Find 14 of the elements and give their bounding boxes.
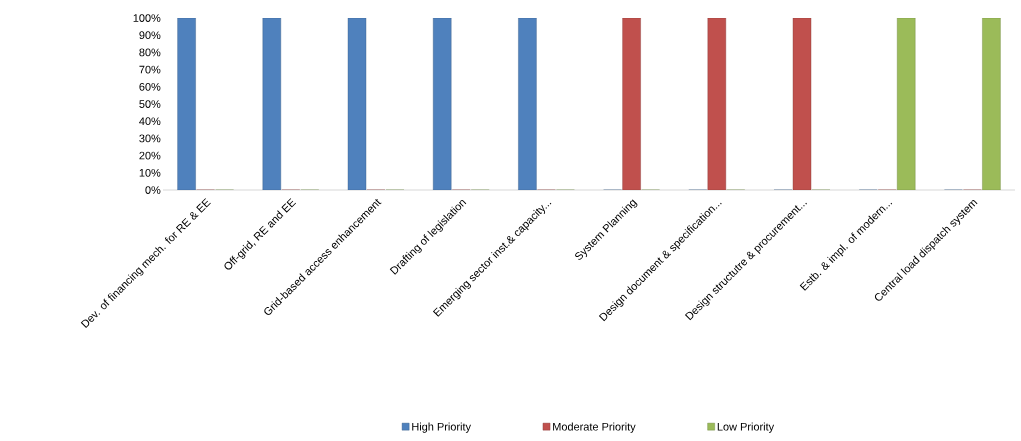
- y-tick-label: 80%: [139, 48, 161, 57]
- y-tick-label: 30%: [139, 134, 161, 143]
- y-tick-label: 100%: [133, 14, 161, 22]
- y-tick-label: 50%: [139, 100, 161, 108]
- y-tick-label: 40%: [139, 117, 161, 126]
- y-tick-label: 20%: [139, 151, 161, 160]
- y-tick-label: 60%: [139, 82, 161, 91]
- y-tick-label: 10%: [139, 168, 161, 177]
- legend-label: Moderate Priority: [553, 422, 636, 433]
- y-tick-label: 0%: [145, 186, 161, 194]
- legend-label: High Priority: [412, 422, 471, 433]
- y-tick-label: 90%: [139, 31, 161, 40]
- y-tick-label: 70%: [139, 65, 161, 74]
- legend-label: Low Priority: [717, 422, 775, 433]
